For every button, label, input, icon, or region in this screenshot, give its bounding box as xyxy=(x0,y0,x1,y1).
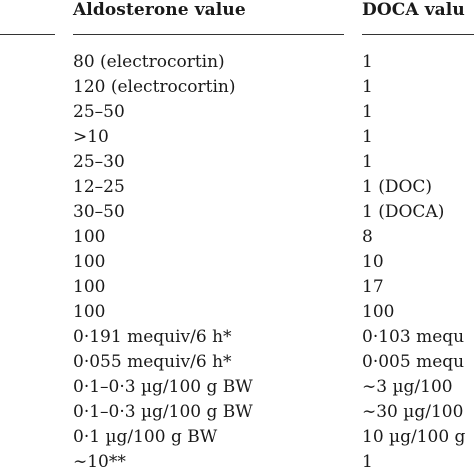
table-row: 0·191 mequiv/6 h* 0·103 mequ xyxy=(0,326,474,351)
header-rule xyxy=(0,34,55,35)
aldosterone-cell: 80 (electrocortin) xyxy=(73,52,225,72)
table-row: 0·1 µg/100 g BW 10 µg/100 g xyxy=(0,426,474,451)
aldosterone-cell: 0·1–0·3 µg/100 g BW xyxy=(73,377,253,397)
table-row: >10 1 xyxy=(0,126,474,151)
aldosterone-cell: 30–50 xyxy=(73,202,125,222)
aldosterone-cell: 100 xyxy=(73,277,106,297)
doca-cell: 17 xyxy=(362,277,384,297)
aldosterone-cell: 120 (electrocortin) xyxy=(73,77,236,97)
doca-cell: 0·103 mequ xyxy=(362,327,465,347)
doca-cell: ∼3 µg/100 xyxy=(362,377,453,397)
doca-cell: ∼30 µg/100 xyxy=(362,402,464,422)
table-row: 100 100 xyxy=(0,301,474,326)
table-row: 0·1–0·3 µg/100 g BW ∼3 µg/100 xyxy=(0,376,474,401)
doca-cell: 100 xyxy=(362,302,395,322)
table-body: 80 (electrocortin) 1 120 (electrocortin)… xyxy=(0,51,474,474)
table-row: 100 10 xyxy=(0,251,474,276)
table-row: 0·055 mequiv/6 h* 0·005 mequ xyxy=(0,351,474,376)
table-row: 30–50 1 (DOCA) xyxy=(0,201,474,226)
doca-cell: 0·005 mequ xyxy=(362,352,465,372)
aldosterone-cell: 100 xyxy=(73,252,106,272)
table-row: 100 8 xyxy=(0,226,474,251)
table-row: 0·1–0·3 µg/100 g BW ∼30 µg/100 xyxy=(0,401,474,426)
table-row: 80 (electrocortin) 1 xyxy=(0,51,474,76)
aldosterone-cell: 25–50 xyxy=(73,102,125,122)
doca-cell: 1 xyxy=(362,52,373,72)
aldosterone-cell: 100 xyxy=(73,227,106,247)
aldosterone-cell: 12–25 xyxy=(73,177,125,197)
table-row: 120 (electrocortin) 1 xyxy=(0,76,474,101)
aldosterone-cell: 0·191 mequiv/6 h* xyxy=(73,327,232,347)
doca-cell: 8 xyxy=(362,227,373,247)
table-row: 100 17 xyxy=(0,276,474,301)
table-row: 25–50 1 xyxy=(0,101,474,126)
doca-cell: 1 (DOCA) xyxy=(362,202,445,222)
header-aldosterone-value: Aldosterone value xyxy=(73,0,246,20)
doca-cell: 1 xyxy=(362,152,373,172)
doca-cell: 1 xyxy=(362,127,373,147)
doca-cell: 1 xyxy=(362,102,373,122)
table-row: 12–25 1 (DOC) xyxy=(0,176,474,201)
header-rule xyxy=(362,34,474,35)
header-rule xyxy=(73,34,344,35)
doca-cell: 1 xyxy=(362,452,373,472)
aldosterone-cell: 100 xyxy=(73,302,106,322)
header-doca-value: DOCA valu xyxy=(362,0,465,20)
aldosterone-cell: 25–30 xyxy=(73,152,125,172)
table-row: ∼10** 1 xyxy=(0,451,474,474)
aldosterone-cell: 0·1–0·3 µg/100 g BW xyxy=(73,402,253,422)
aldosterone-cell: 0·1 µg/100 g BW xyxy=(73,427,218,447)
aldosterone-cell: ∼10** xyxy=(73,452,126,472)
doca-cell: 1 (DOC) xyxy=(362,177,433,197)
doca-cell: 10 xyxy=(362,252,384,272)
aldosterone-cell: >10 xyxy=(73,127,109,147)
doca-cell: 10 µg/100 g xyxy=(362,427,466,447)
table-row: 25–30 1 xyxy=(0,151,474,176)
aldosterone-cell: 0·055 mequiv/6 h* xyxy=(73,352,232,372)
doca-cell: 1 xyxy=(362,77,373,97)
